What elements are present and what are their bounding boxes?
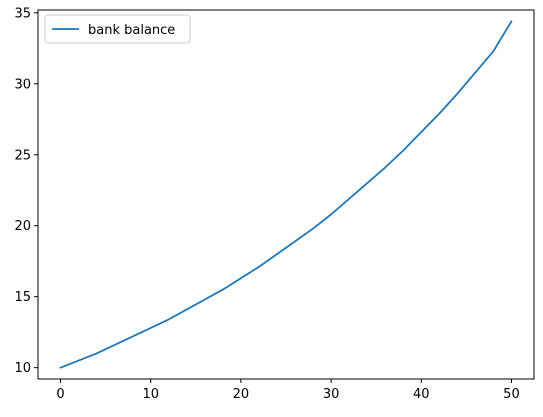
x-tick-label: 10: [142, 387, 159, 402]
x-tick-label: 30: [323, 387, 340, 402]
axes-frame: [37, 9, 535, 380]
legend-box: [44, 14, 191, 44]
y-tick-label: 30: [14, 77, 31, 92]
series-layer: [59, 20, 513, 369]
x-tick-label: 50: [503, 387, 520, 402]
x-tick-label: 40: [413, 387, 430, 402]
y-tick-label: 10: [14, 361, 31, 376]
plot-area: [37, 9, 535, 380]
y-tick-label: 20: [14, 219, 31, 234]
x-tick-label: 0: [56, 387, 64, 402]
series-line-bank-balance: [59, 20, 513, 369]
y-tick-label: 35: [14, 6, 31, 21]
x-tick-label: 20: [233, 387, 250, 402]
x-axis: 0 10 20 30 40 50: [56, 379, 520, 402]
legend-label-bank-balance: bank balance: [88, 23, 175, 38]
y-axis: 10 15 20 25 30 35: [14, 6, 38, 376]
y-tick-label: 15: [14, 290, 31, 305]
legend: bank balance: [44, 14, 191, 44]
y-tick-label: 25: [14, 148, 31, 163]
